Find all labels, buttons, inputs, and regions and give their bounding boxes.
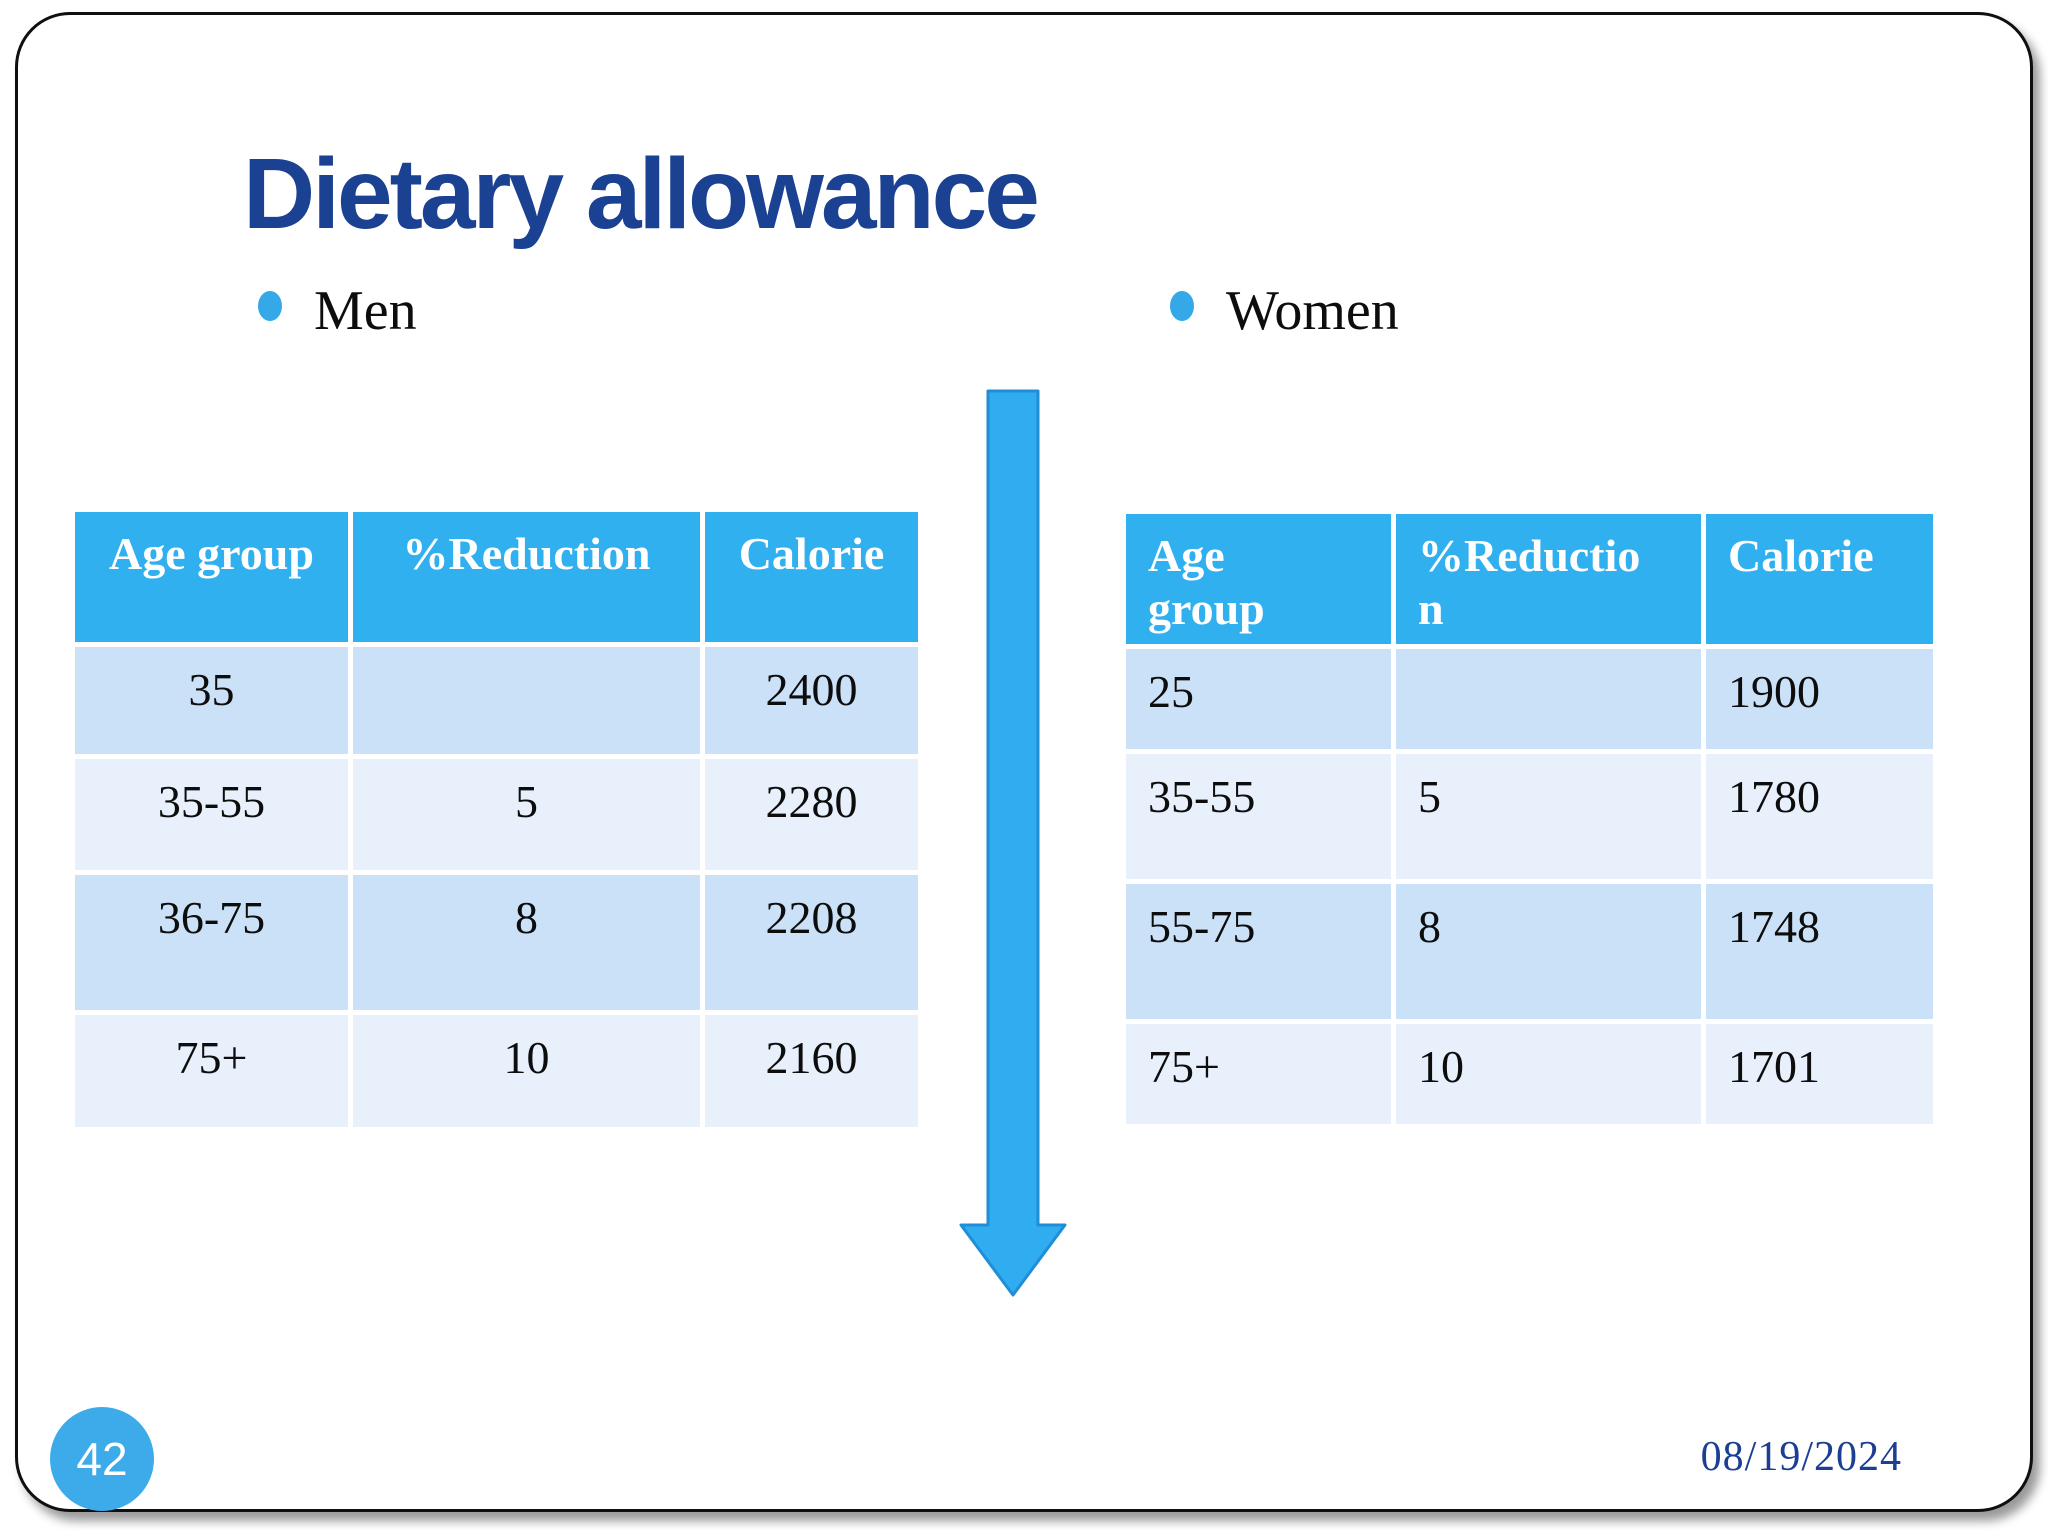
- men-reduction-cell: 5: [353, 759, 705, 875]
- men-col-header-calorie: Calorie: [705, 512, 918, 647]
- men-section-heading: Men: [258, 280, 417, 343]
- women-table-header-row: Age group %Reduction Calorie: [1126, 514, 1933, 649]
- men-age-cell: 35-55: [75, 759, 353, 875]
- table-row: 25 1900: [1126, 649, 1933, 754]
- women-age-cell: 55-75: [1126, 884, 1396, 1024]
- men-col-header-age-group: Age group: [75, 512, 353, 647]
- table-row: 35-55 5 1780: [1126, 754, 1933, 884]
- women-table: Age group %Reduction Calorie 25 1900 35-…: [1126, 514, 1933, 1124]
- men-col-header-reduction: %Reduction: [353, 512, 705, 647]
- down-arrow-icon: [959, 389, 1067, 1297]
- men-label: Men: [314, 280, 417, 342]
- women-age-cell: 75+: [1126, 1024, 1396, 1124]
- men-reduction-cell: 8: [353, 875, 705, 1015]
- women-col-header-age-group: Age group: [1126, 514, 1396, 649]
- page-title: Dietary allowance: [243, 138, 1040, 250]
- women-calorie-cell: 1900: [1706, 649, 1933, 754]
- men-calorie-cell: 2280: [705, 759, 918, 875]
- table-row: 36-75 8 2208: [75, 875, 918, 1015]
- table-row: 35-55 5 2280: [75, 759, 918, 875]
- women-age-cell: 35-55: [1126, 754, 1396, 884]
- bullet-dot-icon: [1170, 291, 1194, 321]
- women-reduction-cell: 8: [1396, 884, 1706, 1024]
- table-row: 55-75 8 1748: [1126, 884, 1933, 1024]
- women-label: Women: [1226, 280, 1399, 342]
- page-number-badge: 42: [50, 1407, 154, 1511]
- bullet-dot-icon: [258, 291, 282, 321]
- men-calorie-cell: 2160: [705, 1015, 918, 1127]
- women-age-cell: 25: [1126, 649, 1396, 754]
- women-reduction-cell: [1396, 649, 1706, 754]
- women-col-header-reduction: %Reduction: [1396, 514, 1706, 649]
- men-age-cell: 36-75: [75, 875, 353, 1015]
- men-calorie-cell: 2208: [705, 875, 918, 1015]
- table-row: 35 2400: [75, 647, 918, 759]
- table-row: 75+ 10 2160: [75, 1015, 918, 1127]
- men-calorie-cell: 2400: [705, 647, 918, 759]
- men-age-cell: 75+: [75, 1015, 353, 1127]
- women-calorie-cell: 1780: [1706, 754, 1933, 884]
- women-reduction-cell: 5: [1396, 754, 1706, 884]
- women-calorie-cell: 1701: [1706, 1024, 1933, 1124]
- slide-date: 08/19/2024: [1700, 1434, 1902, 1480]
- women-calorie-cell: 1748: [1706, 884, 1933, 1024]
- men-age-cell: 35: [75, 647, 353, 759]
- table-row: 75+ 10 1701: [1126, 1024, 1933, 1124]
- men-reduction-cell: [353, 647, 705, 759]
- women-reduction-cell: 10: [1396, 1024, 1706, 1124]
- men-reduction-cell: 10: [353, 1015, 705, 1127]
- women-section-heading: Women: [1170, 280, 1399, 343]
- men-table-header-row: Age group %Reduction Calorie: [75, 512, 918, 647]
- women-col-header-calorie: Calorie: [1706, 514, 1933, 649]
- men-table: Age group %Reduction Calorie 35 2400 35-…: [75, 512, 918, 1127]
- slide-frame: Dietary allowance Men Women Age group %R…: [15, 12, 2033, 1512]
